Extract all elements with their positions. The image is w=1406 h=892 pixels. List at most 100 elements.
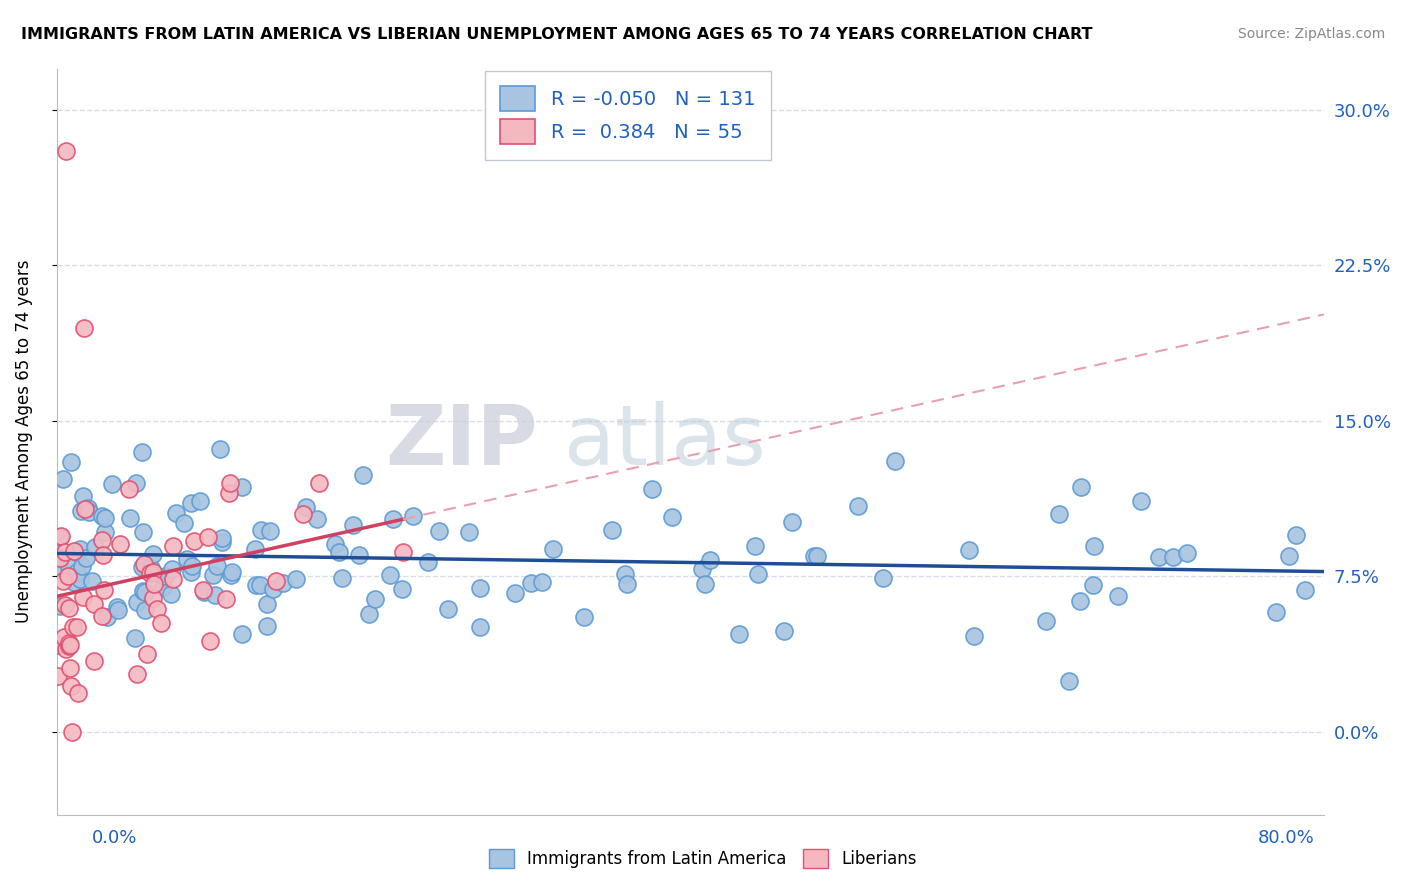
Point xyxy=(963,629,986,643)
Point xyxy=(352,467,374,482)
Point xyxy=(308,475,330,490)
Point xyxy=(183,534,205,549)
Point xyxy=(1175,546,1198,560)
Point xyxy=(191,583,214,598)
Point xyxy=(132,524,155,539)
Point xyxy=(94,510,117,524)
Point xyxy=(83,540,105,554)
Point xyxy=(55,145,77,159)
Point xyxy=(1161,549,1184,564)
Point xyxy=(59,455,82,469)
Point xyxy=(221,565,243,579)
Point xyxy=(1130,494,1153,508)
Point xyxy=(55,642,77,657)
Point xyxy=(132,557,155,571)
Point xyxy=(1059,674,1081,689)
Point xyxy=(231,480,253,494)
Point xyxy=(1070,480,1092,494)
Point xyxy=(58,639,80,653)
Point xyxy=(96,609,118,624)
Point xyxy=(1069,594,1091,608)
Point xyxy=(173,516,195,530)
Point xyxy=(219,567,242,582)
Point xyxy=(505,585,527,599)
Point xyxy=(56,569,79,583)
Point xyxy=(773,624,796,638)
Point xyxy=(63,544,86,558)
Point xyxy=(108,537,131,551)
Point xyxy=(256,618,278,632)
Point xyxy=(262,582,284,596)
Point xyxy=(249,577,271,591)
Point xyxy=(380,568,402,582)
Point xyxy=(82,574,104,589)
Point xyxy=(292,508,315,522)
Point xyxy=(46,668,69,682)
Point xyxy=(105,600,128,615)
Point xyxy=(75,550,97,565)
Point xyxy=(160,587,183,601)
Point xyxy=(457,524,479,539)
Point xyxy=(1285,528,1308,542)
Point xyxy=(245,578,267,592)
Point xyxy=(118,482,141,496)
Point xyxy=(100,476,122,491)
Point xyxy=(218,475,240,490)
Point xyxy=(188,494,211,508)
Point xyxy=(46,638,69,652)
Point xyxy=(134,585,156,599)
Point xyxy=(616,577,638,591)
Legend: Immigrants from Latin America, Liberians: Immigrants from Latin America, Liberians xyxy=(482,842,924,875)
Point xyxy=(58,601,80,615)
Point xyxy=(780,515,803,529)
Point xyxy=(91,533,114,548)
Point xyxy=(90,509,112,524)
Point xyxy=(77,501,100,516)
Point xyxy=(143,577,166,591)
Point xyxy=(1047,507,1070,521)
Point xyxy=(142,565,165,579)
Point xyxy=(93,525,115,540)
Point xyxy=(125,476,148,491)
Point xyxy=(66,565,89,579)
Point xyxy=(243,542,266,557)
Point xyxy=(347,549,370,563)
Point xyxy=(125,667,148,681)
Point xyxy=(1035,615,1057,629)
Point xyxy=(402,508,425,523)
Point xyxy=(1081,578,1104,592)
Point xyxy=(69,542,91,557)
Point xyxy=(427,524,450,538)
Point xyxy=(53,598,76,612)
Point xyxy=(72,558,94,573)
Point xyxy=(118,510,141,524)
Point xyxy=(884,454,907,468)
Point xyxy=(107,603,129,617)
Point xyxy=(59,660,82,674)
Text: 80.0%: 80.0% xyxy=(1258,830,1315,847)
Point xyxy=(66,620,89,634)
Text: 0.0%: 0.0% xyxy=(91,830,136,847)
Point xyxy=(77,505,100,519)
Point xyxy=(125,595,148,609)
Point xyxy=(205,558,228,573)
Point xyxy=(294,500,316,515)
Point xyxy=(149,615,172,630)
Point xyxy=(541,542,564,557)
Point xyxy=(146,601,169,615)
Point xyxy=(470,581,492,595)
Point xyxy=(256,597,278,611)
Point xyxy=(124,632,146,646)
Point xyxy=(416,555,439,569)
Point xyxy=(72,320,94,334)
Point xyxy=(49,561,72,575)
Point xyxy=(744,539,766,553)
Point xyxy=(218,485,240,500)
Point xyxy=(165,506,187,520)
Point xyxy=(153,569,176,583)
Point xyxy=(90,609,112,624)
Point xyxy=(202,568,225,582)
Point xyxy=(72,590,94,604)
Point xyxy=(249,523,271,537)
Legend: R = -0.050   N = 131, R =  0.384   N = 55: R = -0.050 N = 131, R = 0.384 N = 55 xyxy=(485,70,770,160)
